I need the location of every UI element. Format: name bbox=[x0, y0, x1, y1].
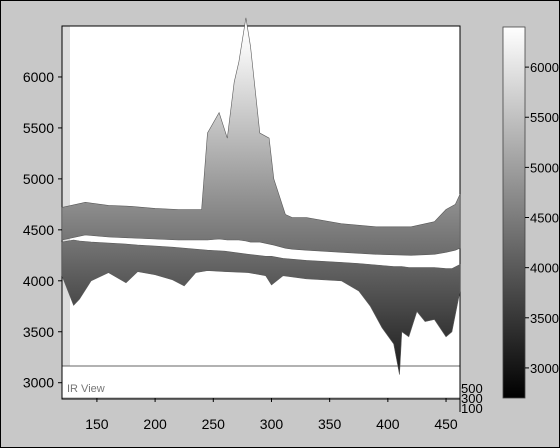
depth-tick-label: 500 bbox=[461, 381, 483, 396]
depth-tick-label: 100 bbox=[461, 401, 483, 416]
x-tick-label: 300 bbox=[260, 416, 284, 432]
x-tick-label: 350 bbox=[318, 416, 342, 432]
y-tick-label: 3500 bbox=[23, 324, 54, 340]
colorbar-axis: 3000 3500 4000 4500 5000 5500 6000 bbox=[525, 60, 559, 376]
y-tick-label: 5500 bbox=[23, 120, 54, 136]
x-tick-label: 400 bbox=[376, 416, 400, 432]
surface-band-front bbox=[61, 239, 461, 375]
colorbar-tick-label: 3500 bbox=[530, 311, 559, 326]
surface-band-back bbox=[61, 17, 461, 256]
colorbar-tick-label: 5000 bbox=[530, 160, 559, 175]
colorbar-tick-label: 4500 bbox=[530, 211, 559, 226]
x-tick-label: 150 bbox=[85, 416, 109, 432]
x-axis: 150 200 250 300 350 400 450 bbox=[85, 398, 458, 432]
x-tick-label: 250 bbox=[202, 416, 226, 432]
y-tick-label: 6000 bbox=[23, 69, 54, 85]
x-tick-label: 200 bbox=[143, 416, 167, 432]
colorbar-tick-label: 6000 bbox=[530, 60, 559, 75]
y-tick-label: 4500 bbox=[23, 222, 54, 238]
y-tick-label: 3000 bbox=[23, 375, 54, 391]
series-layer bbox=[61, 17, 461, 375]
x-tick-label: 450 bbox=[434, 416, 458, 432]
y-tick-label: 4000 bbox=[23, 273, 54, 289]
colorbar bbox=[502, 26, 526, 399]
floor-plane bbox=[61, 365, 461, 399]
y-axis: 3000 3500 4000 4500 5000 5500 6000 bbox=[23, 69, 62, 391]
view-label: IR View bbox=[67, 383, 105, 395]
colorbar-tick-label: 5500 bbox=[530, 110, 559, 125]
y-tick-label: 5000 bbox=[23, 171, 54, 187]
depth-tick-label: 300 bbox=[461, 391, 483, 406]
colorbar-tick-label: 4000 bbox=[530, 261, 559, 276]
colorbar-tick-label: 3000 bbox=[530, 361, 559, 376]
